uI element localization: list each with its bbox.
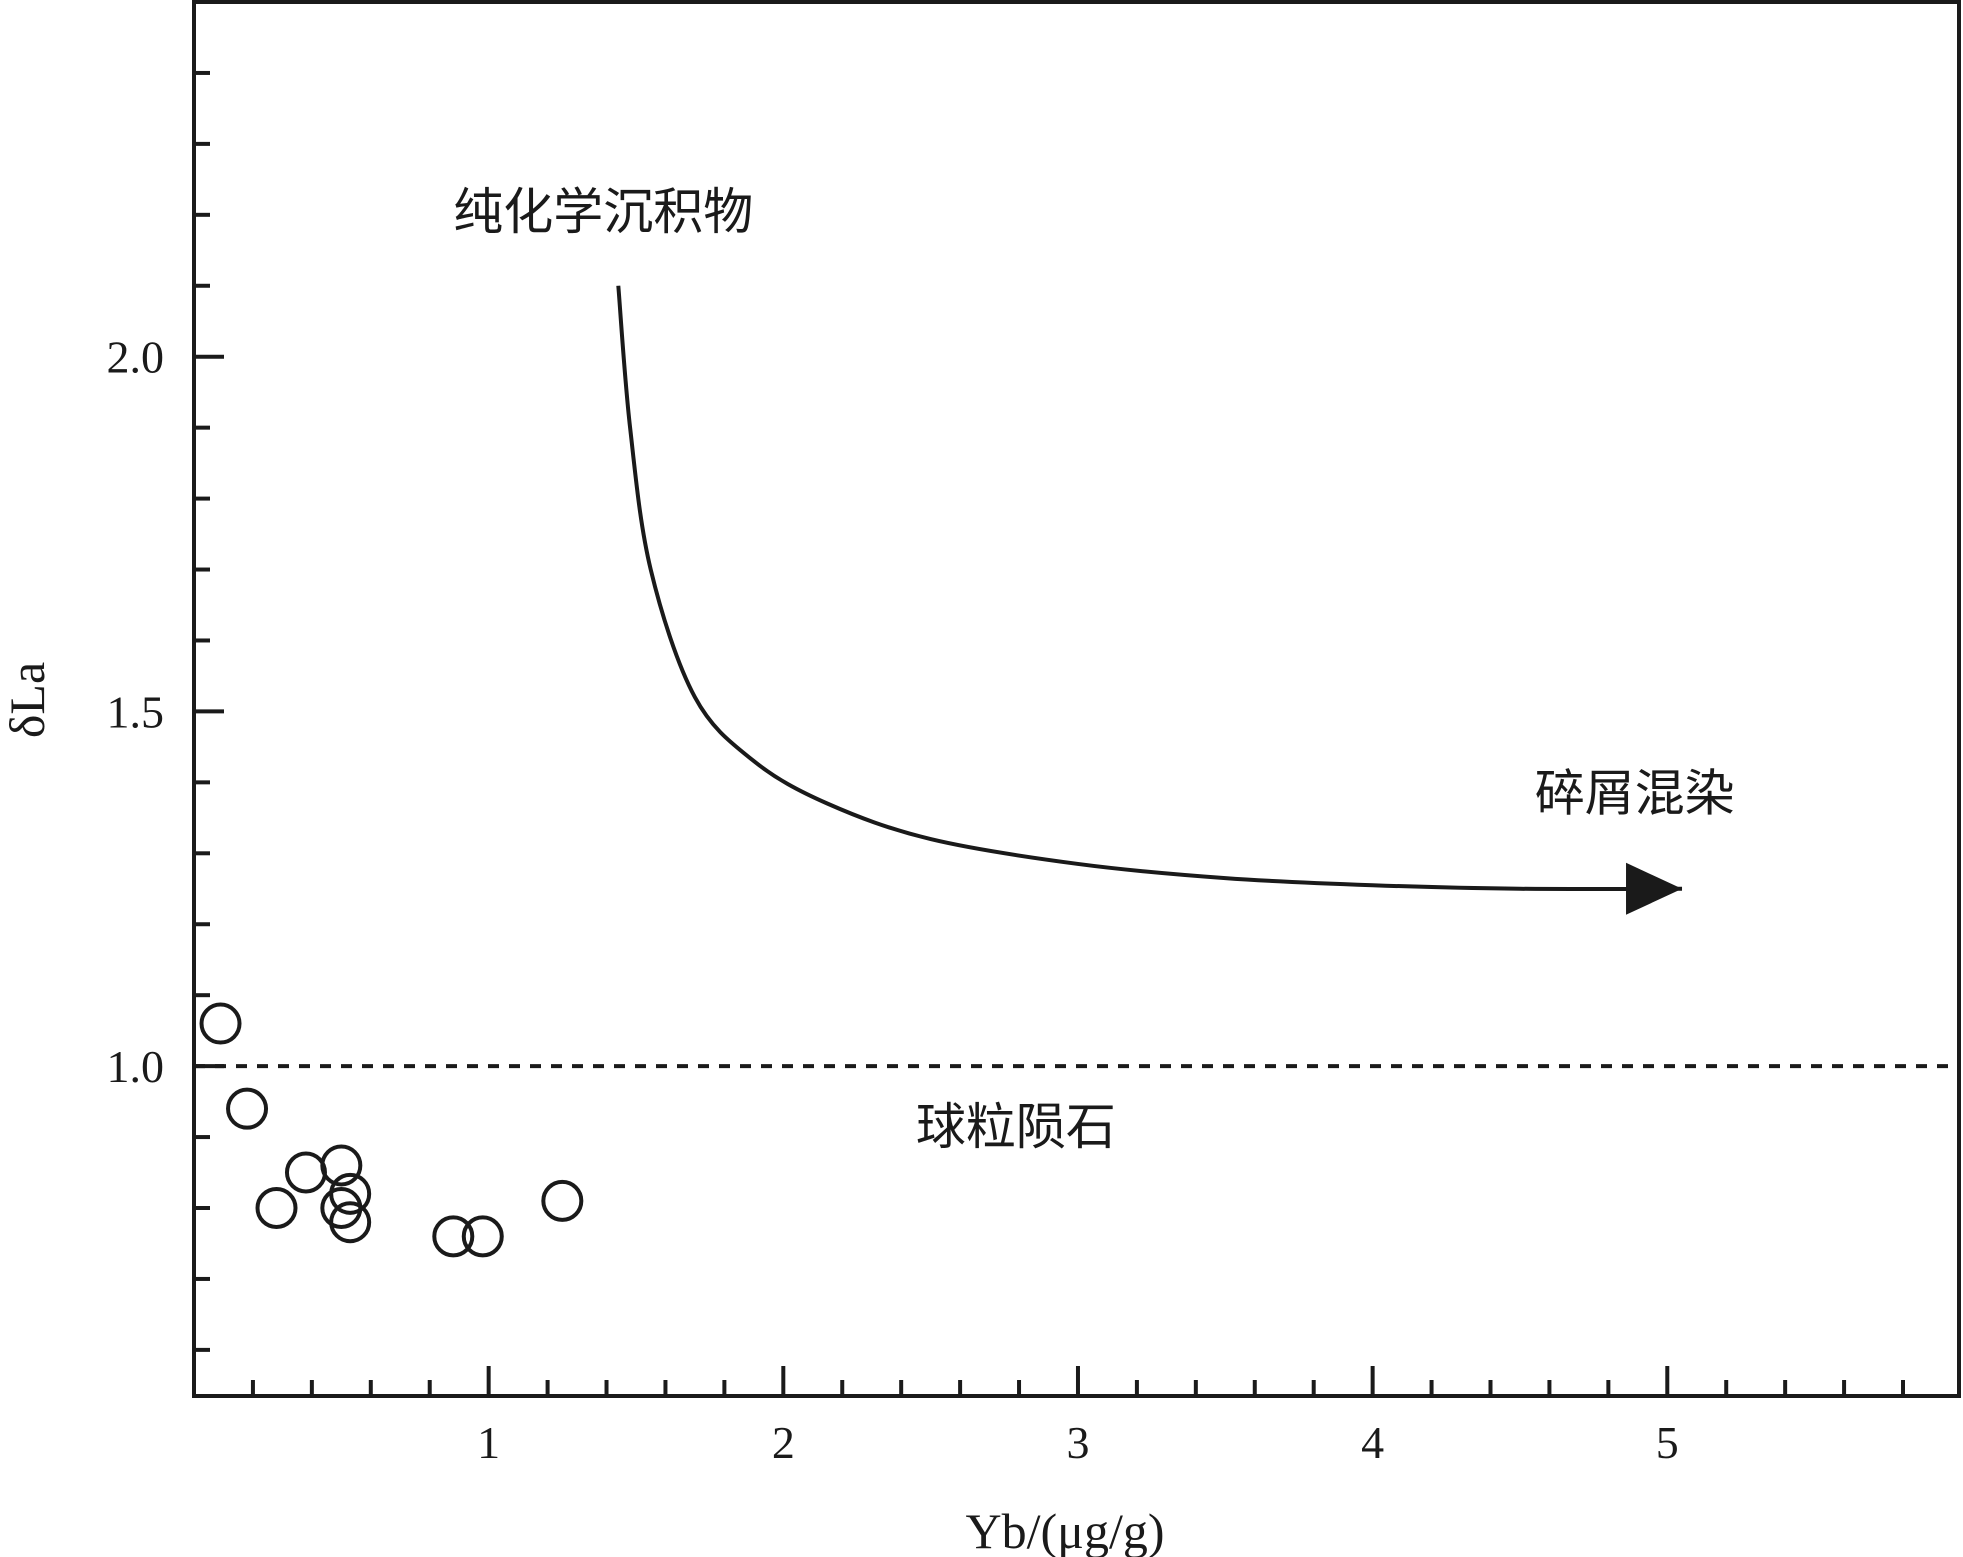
annotation-chondrite: 球粒陨石 bbox=[916, 1098, 1116, 1156]
data-point bbox=[284, 1151, 327, 1194]
x-axis-ticks: 1 2 3 4 5 bbox=[250, 1366, 1906, 1468]
data-point bbox=[329, 1172, 372, 1215]
trend-arrowhead bbox=[1626, 862, 1683, 915]
data-points bbox=[199, 1002, 584, 1258]
data-point bbox=[461, 1215, 504, 1258]
y-tick-label: 1.0 bbox=[107, 1041, 165, 1092]
annotation-pure-chemical: 纯化学沉积物 bbox=[453, 183, 753, 241]
data-point bbox=[432, 1215, 475, 1258]
y-axis-ticks: 1.0 1.5 2.0 bbox=[107, 70, 224, 1352]
data-point bbox=[320, 1187, 363, 1230]
x-tick-label: 5 bbox=[1656, 1417, 1679, 1468]
y-tick-label: 1.5 bbox=[107, 686, 165, 737]
x-tick-label: 1 bbox=[477, 1417, 500, 1468]
annotation-detritus: 碎屑混染 bbox=[1535, 765, 1735, 823]
data-point bbox=[329, 1201, 372, 1244]
data-point bbox=[199, 1002, 242, 1045]
trend-curve bbox=[616, 285, 1683, 892]
data-point bbox=[541, 1179, 584, 1222]
data-point bbox=[255, 1187, 298, 1230]
x-tick-label: 4 bbox=[1361, 1417, 1384, 1468]
x-tick-label: 3 bbox=[1066, 1417, 1089, 1468]
y-tick-label: 2.0 bbox=[107, 332, 165, 383]
x-tick-label: 2 bbox=[772, 1417, 795, 1468]
data-point bbox=[320, 1144, 363, 1187]
x-axis-title: Yb/(μg/g) bbox=[966, 1503, 1165, 1557]
y-axis-title: δLa bbox=[0, 662, 55, 738]
data-point bbox=[226, 1087, 269, 1130]
